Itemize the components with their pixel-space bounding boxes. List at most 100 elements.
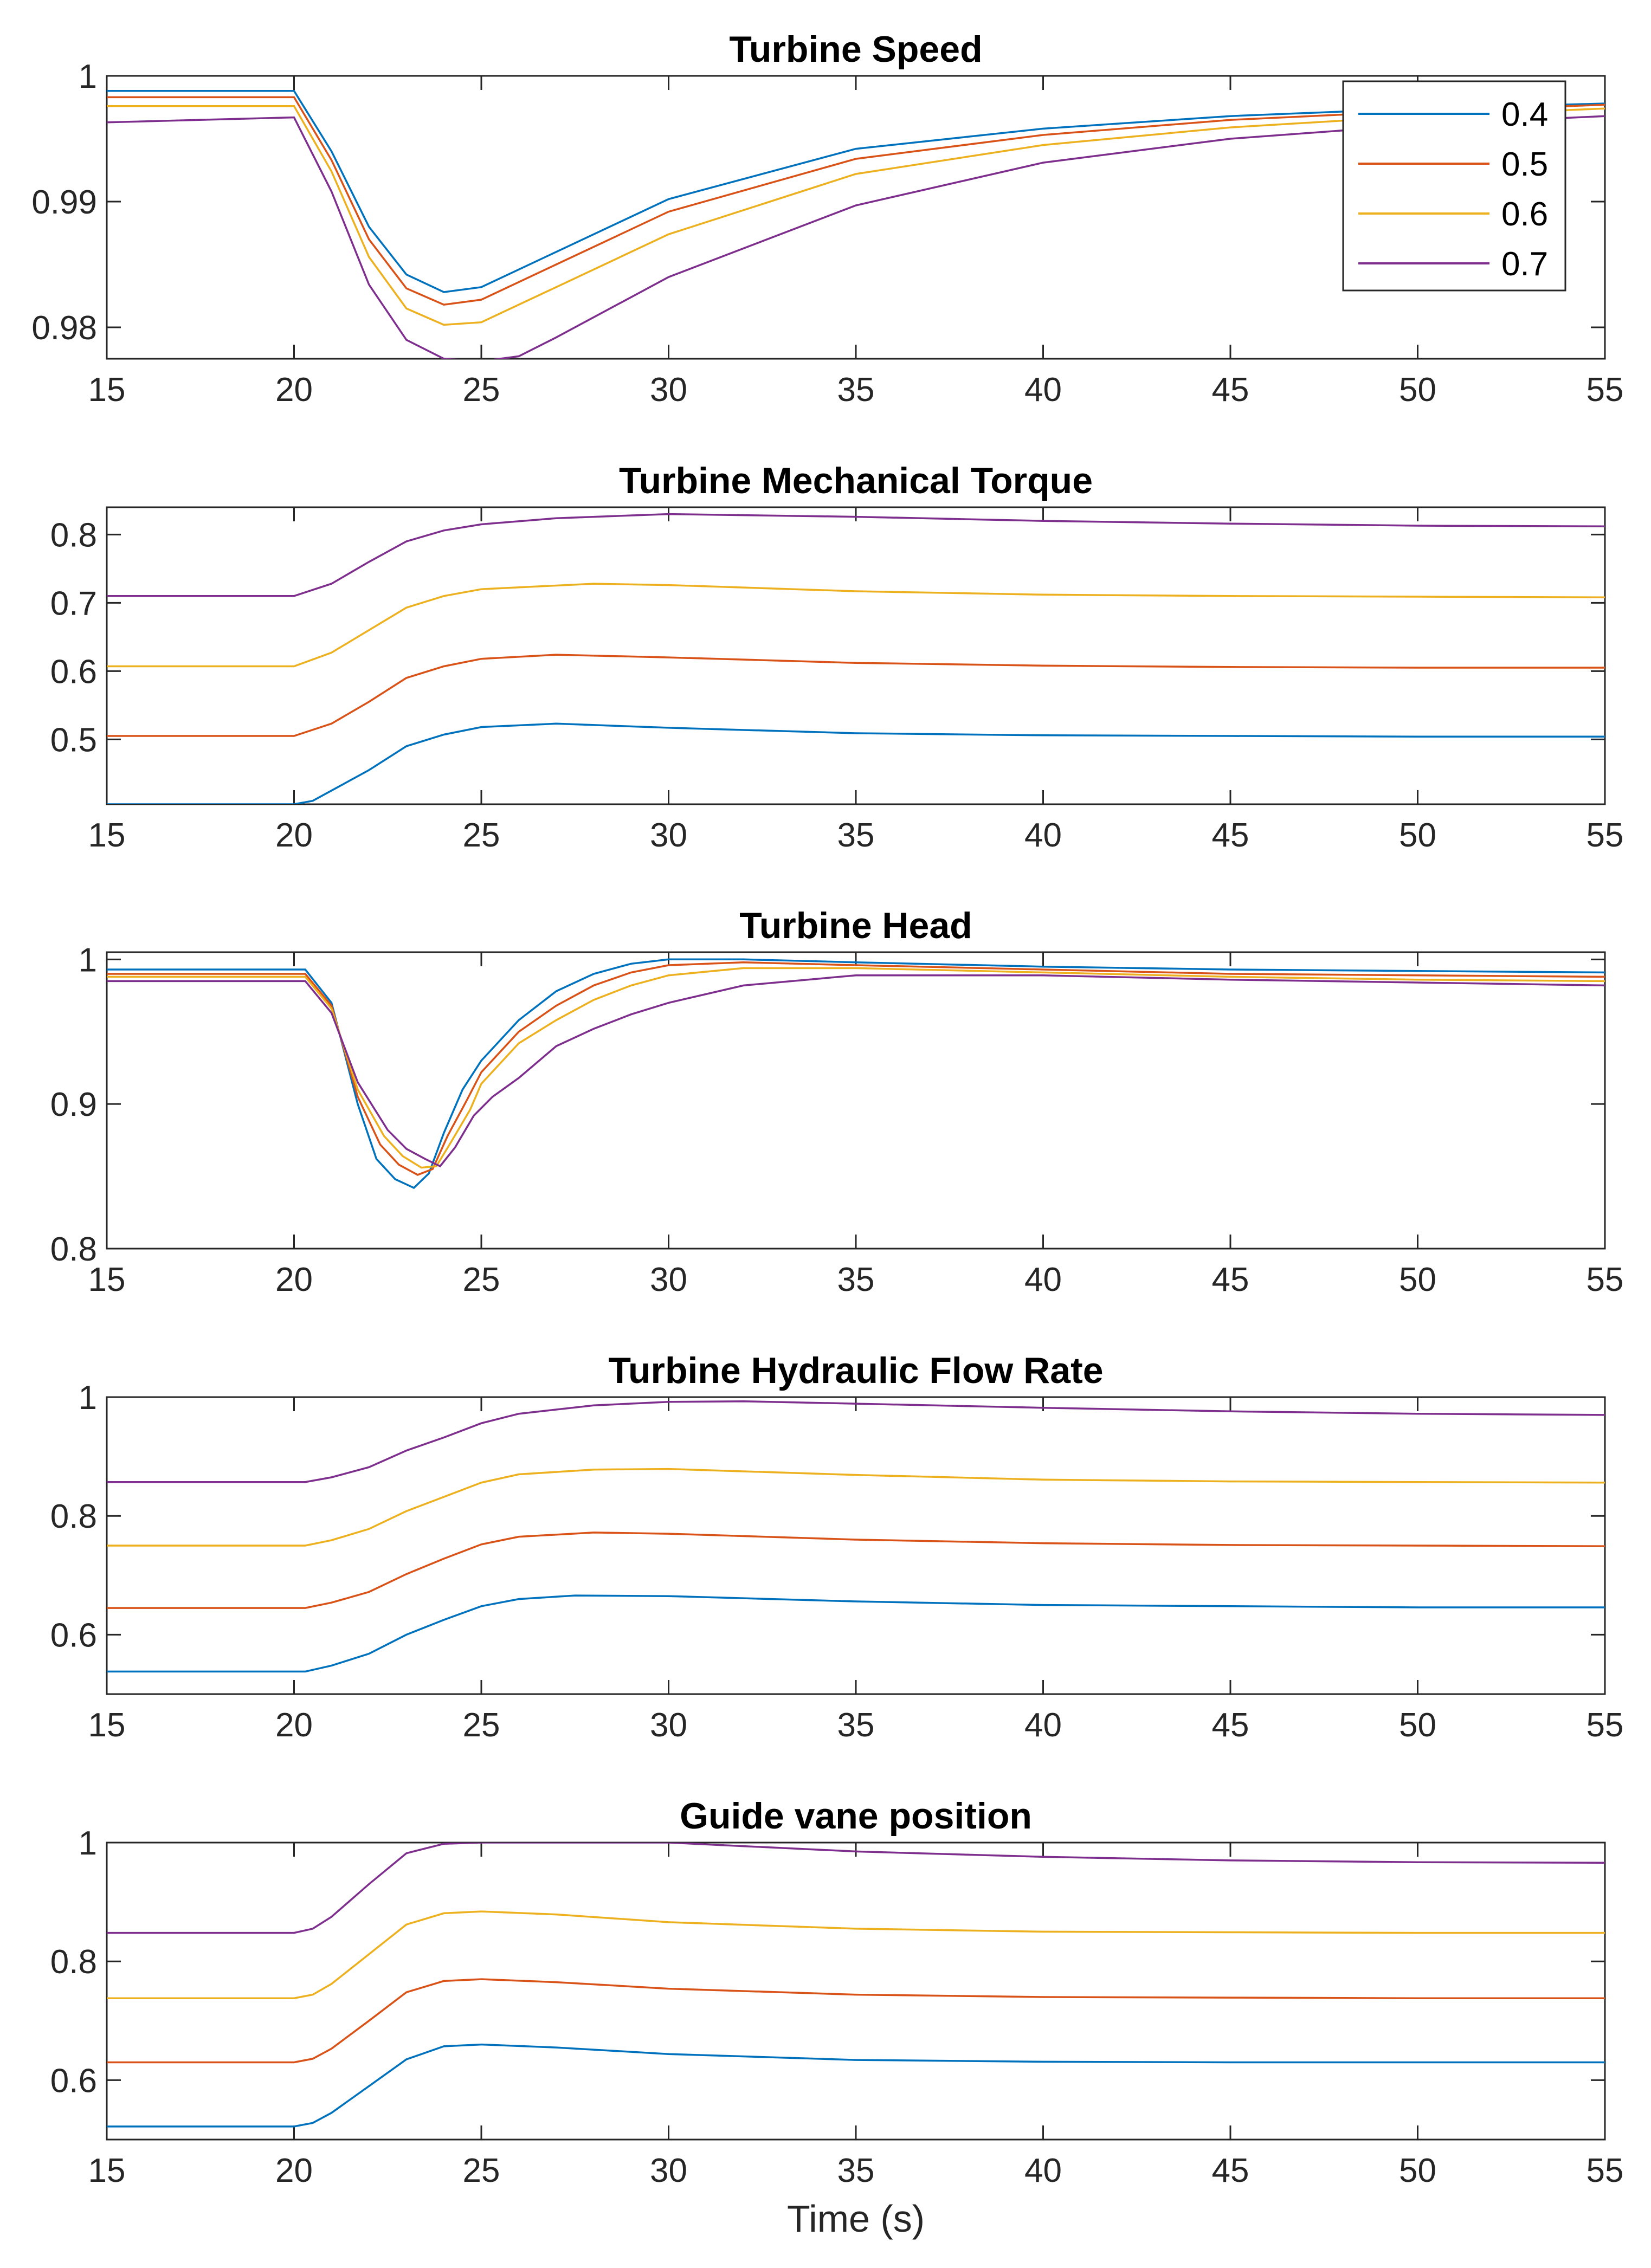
x-tick-label: 40: [1024, 2152, 1062, 2189]
x-tick-label: 35: [837, 1261, 875, 1298]
x-tick-label: 50: [1399, 2152, 1436, 2189]
x-tick-label: 45: [1212, 1707, 1249, 1744]
y-tick-label: 0.5: [50, 721, 97, 759]
series-line-0-4: [107, 90, 1605, 293]
x-tick-label: 25: [463, 817, 500, 854]
y-tick-label: 1: [79, 941, 97, 979]
x-tick-label: 45: [1212, 371, 1249, 409]
panel-title: Turbine Speed: [729, 29, 982, 70]
series-group: [107, 1843, 1605, 2128]
x-tick-label: 40: [1024, 1261, 1062, 1298]
series-group: [107, 90, 1605, 359]
y-tick-label: 1: [79, 58, 97, 95]
x-tick-label: 35: [837, 371, 875, 409]
x-tick-label: 15: [88, 371, 126, 409]
x-tick-label: 50: [1399, 371, 1436, 409]
y-tick-label: 0.7: [50, 585, 97, 622]
x-tick-label: 35: [837, 817, 875, 854]
y-tick-label: 0.8: [50, 1498, 97, 1535]
x-tick-label: 55: [1586, 817, 1624, 854]
x-axis-label: Time (s): [787, 2198, 925, 2240]
series-line-0-5: [107, 96, 1605, 306]
panel-4: Turbine Hydraulic Flow Rate 15 20 25 30 35 40 4…: [50, 1350, 1624, 1744]
x-tick-label: 55: [1586, 1261, 1624, 1298]
panel-1: Turbine Speed 15 20 25 30 35 40 45 50 55 0.98 0.99 1…: [31, 29, 1623, 409]
x-tick-label: 50: [1399, 1707, 1436, 1744]
series-line-0-4: [107, 1594, 1605, 1673]
x-tick-label: 50: [1399, 1261, 1436, 1298]
y-tick-label: 0.6: [50, 2062, 97, 2099]
series-line-0-7: [107, 115, 1605, 359]
x-tick-label: 50: [1399, 817, 1436, 854]
x-tick-label: 20: [275, 2152, 313, 2189]
panel-title: Turbine Hydraulic Flow Rate: [608, 1350, 1103, 1391]
series-line-0-6: [107, 105, 1605, 326]
panel-title: Turbine Head: [739, 905, 972, 946]
y-tick-label: 1: [79, 1825, 97, 1862]
x-tick-label: 45: [1212, 817, 1249, 854]
x-tick-label: 30: [650, 1707, 687, 1744]
series-line-0-4: [107, 2043, 1605, 2128]
x-tick-label: 30: [650, 1261, 687, 1298]
x-tick-label: 25: [463, 2152, 500, 2189]
x-tick-label: 45: [1212, 1261, 1249, 1298]
legend-label: 0.7: [1501, 245, 1548, 283]
x-tick-label: 55: [1586, 2152, 1624, 2189]
x-tick-label: 40: [1024, 817, 1062, 854]
series-line-0-7: [107, 1843, 1605, 1934]
series-line-0-5: [107, 961, 1605, 1176]
y-tick-label: 0.8: [50, 1943, 97, 1981]
x-tick-label: 30: [650, 817, 687, 854]
series-group: [107, 1400, 1605, 1673]
x-tick-label: 20: [275, 817, 313, 854]
y-tick-label: 1: [79, 1379, 97, 1417]
series-line-0-4: [107, 722, 1605, 804]
x-tick-label: 15: [88, 1707, 126, 1744]
x-tick-label: 25: [463, 1707, 500, 1744]
series-line-0-5: [107, 1532, 1605, 1609]
x-tick-label: 15: [88, 2152, 126, 2189]
series-line-0-5: [107, 1978, 1605, 2064]
panel-2: Turbine Mechanical Torque 15 20 25 30 35 40 45 5…: [50, 460, 1624, 854]
y-tick-label: 0.8: [50, 516, 97, 554]
y-tick-label: 0.8: [50, 1231, 97, 1268]
axes-box: [106, 951, 1606, 1250]
x-tick-label: 35: [837, 1707, 875, 1744]
x-tick-label: 40: [1024, 1707, 1062, 1744]
series-line-0-6: [107, 583, 1605, 668]
series-line-0-6: [107, 1468, 1605, 1547]
panel-3: Turbine Head 15 20 25 30 35 40 45 50 55 0.8 0.9 1: [50, 905, 1624, 1298]
series-line-0-4: [107, 958, 1605, 1189]
y-tick-label: 0.6: [50, 653, 97, 690]
y-tick-label: 0.6: [50, 1617, 97, 1654]
series-line-0-6: [107, 1910, 1605, 1999]
x-tick-label: 15: [88, 1261, 126, 1298]
panel-title: Guide vane position: [680, 1795, 1032, 1837]
legend-box: [1342, 80, 1566, 292]
x-tick-label: 30: [650, 371, 687, 409]
y-tick-label: 0.9: [50, 1086, 97, 1123]
series-line-0-7: [107, 513, 1605, 597]
series-group: [107, 958, 1605, 1189]
panel-title: Turbine Mechanical Torque: [619, 460, 1093, 501]
x-tick-label: 15: [88, 817, 126, 854]
x-tick-label: 20: [275, 371, 313, 409]
x-tick-label: 35: [837, 2152, 875, 2189]
y-tick-label: 0.99: [31, 184, 97, 221]
series-line-0-7: [107, 1400, 1605, 1483]
legend-label: 0.4: [1501, 96, 1548, 133]
x-tick-label: 25: [463, 1261, 500, 1298]
x-tick-label: 30: [650, 2152, 687, 2189]
x-tick-label: 25: [463, 371, 500, 409]
axes-box: [106, 506, 1606, 805]
series-line-0-5: [107, 654, 1605, 737]
legend: 0.4 0.5 0.6 0.7: [1342, 80, 1566, 292]
x-tick-label: 20: [275, 1261, 313, 1298]
legend-label: 0.6: [1501, 196, 1548, 233]
legend-label: 0.5: [1501, 146, 1548, 183]
series-group: [107, 513, 1605, 804]
series-line-0-7: [107, 974, 1605, 1168]
x-tick-label: 45: [1212, 2152, 1249, 2189]
panel-5: Guide vane position 15 20 25 30 35 40 45 50 55 0.6…: [50, 1795, 1624, 2240]
